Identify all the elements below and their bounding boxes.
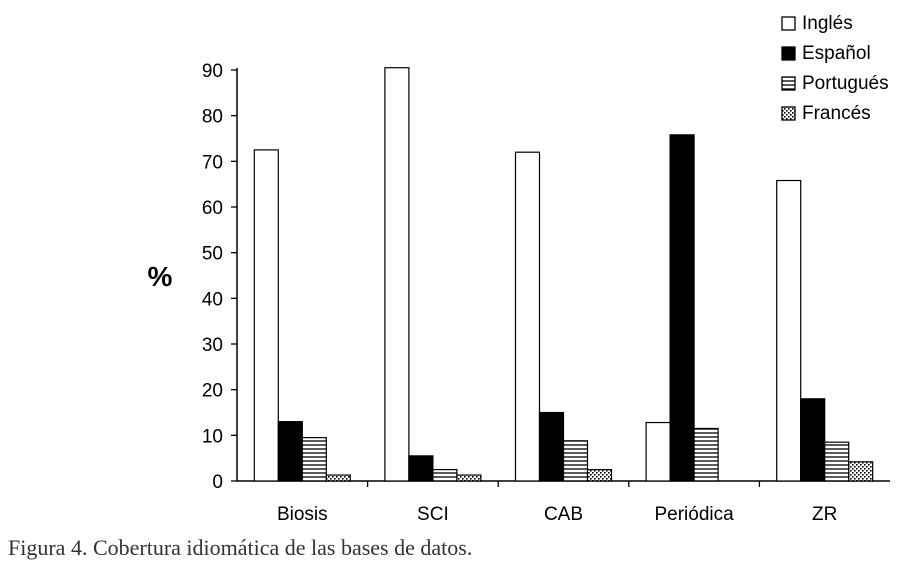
bar-2-3 — [432, 468, 458, 482]
x-category-label: CAB — [544, 504, 583, 525]
legend-label: Español — [802, 43, 871, 64]
bar-3-3 — [562, 440, 589, 482]
bar-3-4 — [586, 468, 613, 482]
bar-2-4 — [456, 474, 482, 482]
legend-swatch-3 — [781, 76, 796, 91]
y-tick-label: 60 — [202, 198, 223, 219]
bar-1-2 — [277, 421, 303, 482]
bar-4-3 — [693, 427, 719, 482]
y-tick-label: 70 — [202, 152, 223, 173]
y-axis-label: % — [148, 261, 173, 292]
x-category-label: Periódica — [654, 504, 734, 525]
bar-4-1 — [645, 421, 671, 482]
x-category-label: SCI — [417, 504, 449, 525]
bar-5-3 — [824, 441, 850, 482]
y-tick-label: 0 — [212, 472, 223, 493]
figure-caption: Figura 4. Cobertura idiomática de las ba… — [8, 535, 473, 560]
legend: Inglés Español Portugués Francés — [781, 13, 889, 124]
y-tick-label: 90 — [202, 61, 223, 82]
legend-swatch-2 — [781, 46, 796, 61]
y-tick-label: 30 — [202, 335, 223, 356]
bar-1-4 — [325, 474, 351, 482]
bar-1-1 — [253, 149, 279, 482]
bar-2-1 — [384, 67, 410, 482]
x-category-label: Biosis — [277, 504, 328, 525]
legend-label: Portugués — [802, 73, 889, 94]
bar-5-4 — [848, 461, 874, 482]
legend-label: Inglés — [802, 13, 853, 34]
bar-5-1 — [776, 179, 802, 482]
legend-swatch-1 — [781, 16, 796, 31]
y-tick-label: 50 — [202, 244, 223, 265]
y-tick-label: 10 — [202, 426, 223, 447]
y-tick-label: 80 — [202, 107, 223, 128]
legend-swatch-4 — [781, 106, 796, 121]
bar-2-2 — [408, 455, 434, 482]
labels: 0 10 20 30 40 50 60 70 80 90% Biosis SCI CAB Periódic… — [148, 61, 838, 525]
bar-4-2 — [669, 134, 695, 482]
bar-1-3 — [301, 437, 327, 482]
bar-3-2 — [538, 411, 565, 482]
y-tick-label: 40 — [202, 289, 223, 310]
bars — [253, 67, 874, 482]
bar-5-2 — [800, 398, 826, 482]
y-tick-label: 20 — [202, 381, 223, 402]
x-category-label: ZR — [812, 504, 837, 525]
legend-label: Francés — [802, 103, 871, 124]
bar-chart: 0 10 20 30 40 50 60 70 80 90% Biosis SCI CAB Periódic… — [148, 13, 890, 525]
bar-3-1 — [514, 151, 541, 482]
